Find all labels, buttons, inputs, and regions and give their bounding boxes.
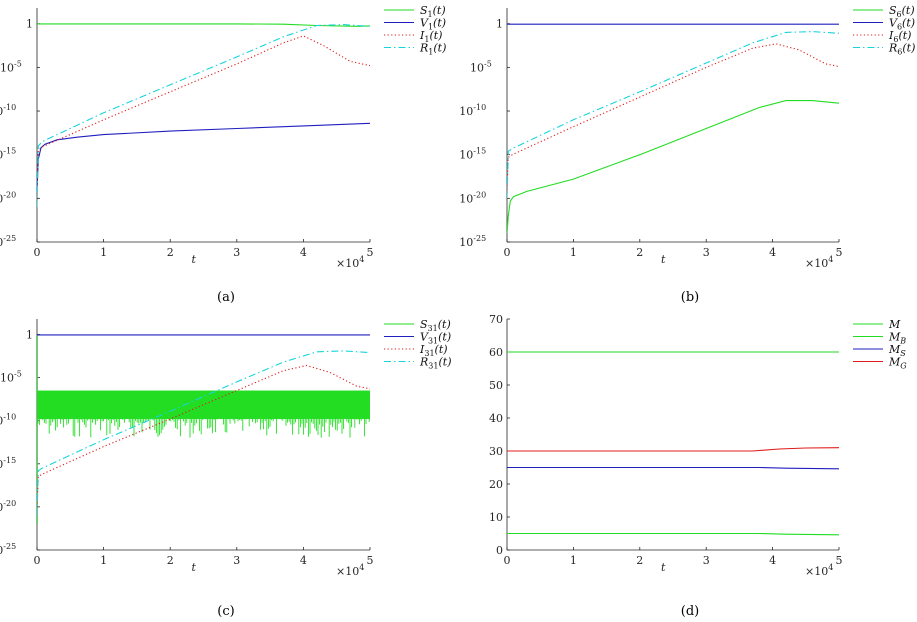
x-tick-label: 5 (367, 554, 374, 567)
panel-caption: (b) (681, 290, 699, 305)
legend-label: V6(t) (889, 17, 915, 32)
x-tick-label: 3 (703, 554, 710, 567)
series-line-V-1 (37, 122, 370, 190)
panel-caption: (a) (217, 290, 235, 305)
x-axis-label: t (661, 253, 666, 266)
panel-caption: (d) (681, 604, 699, 619)
legend-label: I31(t) (419, 343, 448, 358)
y-tick-label: 20 (489, 478, 503, 491)
x-tick-label: 1 (570, 554, 577, 567)
y-tick-label: 10-20 (0, 499, 16, 514)
x-tick-label: 4 (769, 246, 776, 259)
x-tick-label: 2 (636, 554, 643, 567)
y-tick-label: 1 (496, 18, 503, 31)
series-line-S-31-band (37, 390, 370, 419)
legend-label: MS (888, 343, 906, 358)
y-tick-label: 10-25 (0, 234, 16, 249)
panel-c: 0 1 2 3 4 5×104 t 1 10-5 10-10 10-15 10-20 10-25 S31(… (0, 318, 452, 619)
x-multiplier: ×104 (805, 563, 833, 578)
legend-label: R31(t) (419, 356, 452, 371)
y-tick-label: 60 (489, 346, 503, 359)
panel-a: 0 1 2 3 4 5×104 t 1 10-5 10-10 10-15 10-20 10-25 S1(t… (0, 4, 446, 305)
legend-label: I6(t) (888, 29, 911, 44)
x-tick-label: 4 (300, 554, 307, 567)
legend-label: MB (888, 331, 906, 346)
y-tick-label: 1 (26, 18, 33, 31)
panel-caption: (c) (217, 604, 234, 619)
y-tick-label: 10-5 (0, 370, 22, 385)
x-tick-label: 1 (570, 246, 577, 259)
y-tick-label: 10-10 (0, 103, 16, 118)
x-tick-label: 5 (836, 246, 843, 259)
series-line-R-1 (37, 24, 370, 208)
series-line-I-1 (37, 35, 370, 181)
x-tick-label: 2 (167, 246, 174, 259)
x-axis-label: t (192, 561, 197, 574)
y-tick-label: 70 (489, 313, 503, 326)
series-line-M-S (507, 466, 839, 470)
x-tick-label: 3 (233, 554, 240, 567)
y-tick-label: 10-15 (0, 456, 16, 471)
x-multiplier: ×104 (336, 255, 364, 270)
y-tick-label: 10-10 (459, 103, 486, 118)
legend-label: R6(t) (888, 42, 915, 57)
legend-label: S6(t) (889, 4, 915, 19)
series-line-S-6 (507, 100, 839, 234)
x-tick-label: 2 (167, 554, 174, 567)
series-line-M-G (507, 447, 839, 452)
x-tick-label: 5 (367, 246, 374, 259)
y-tick-label: 10-5 (470, 59, 492, 74)
series-line-I-6 (507, 43, 839, 190)
series-line-S-31-spikes (37, 419, 370, 438)
x-tick-label: 0 (504, 246, 511, 259)
x-tick-label: 0 (34, 554, 41, 567)
x-tick-label: 3 (233, 246, 240, 259)
y-tick-label: 30 (489, 445, 503, 458)
y-tick-label: 1 (26, 329, 33, 342)
panel-b: 0 1 2 3 4 5×104 t 1 10-5 10-10 10-15 10-20 10-25 S6(t… (459, 4, 915, 305)
x-tick-label: 3 (703, 246, 710, 259)
x-axis-label: t (661, 561, 666, 574)
x-tick-label: 1 (100, 554, 107, 567)
series-line-R-6 (507, 31, 839, 199)
y-tick-label: 0 (496, 544, 503, 557)
legend-label: M (888, 318, 901, 331)
x-tick-label: 5 (836, 554, 843, 567)
y-tick-label: 40 (489, 412, 503, 425)
legend-label: MG (888, 356, 907, 371)
y-tick-label: 10-20 (459, 190, 486, 205)
legend-label: V1(t) (420, 17, 446, 32)
x-tick-label: 4 (769, 554, 776, 567)
y-tick-label: 10-15 (0, 147, 16, 162)
y-tick-label: 10-20 (0, 190, 16, 205)
legend-label: S31(t) (420, 318, 451, 333)
x-axis-label: t (192, 253, 197, 266)
series-line-S-1 (37, 23, 370, 27)
y-tick-label: 10-25 (459, 234, 486, 249)
legend-label: I1(t) (419, 29, 442, 44)
legend-label: R1(t) (419, 42, 446, 57)
x-tick-label: 1 (100, 246, 107, 259)
y-tick-label: 10-15 (459, 147, 486, 162)
x-multiplier: ×104 (805, 255, 833, 270)
y-tick-label: 50 (489, 379, 503, 392)
legend-label: V31(t) (420, 331, 451, 346)
x-tick-label: 2 (636, 246, 643, 259)
series-line-M-B (507, 532, 839, 536)
legend-label: S1(t) (420, 4, 446, 19)
y-tick-label: 10-10 (0, 413, 16, 428)
x-multiplier: ×104 (336, 563, 364, 578)
x-tick-label: 4 (300, 246, 307, 259)
y-tick-label: 10-25 (0, 542, 16, 557)
y-tick-label: 10 (489, 511, 503, 524)
x-tick-label: 0 (34, 246, 41, 259)
series-line-I-31 (37, 364, 370, 507)
x-tick-label: 0 (504, 554, 511, 567)
y-tick-label: 10-5 (0, 59, 22, 74)
series-line-R-31 (37, 350, 370, 516)
